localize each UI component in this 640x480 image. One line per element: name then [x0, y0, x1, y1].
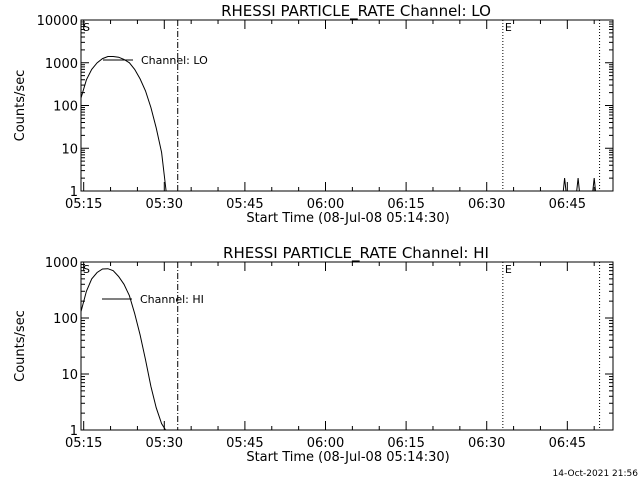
data-series-line: [80, 268, 167, 431]
y-tick-label: 100: [53, 312, 78, 327]
x-tick-label: 05:45: [226, 436, 263, 451]
data-series-line: [80, 56, 167, 192]
chart-title: RHESSI PARTICLE_RATE Channel: LO: [221, 2, 491, 21]
chart-panel-2: RHESSI PARTICLE_RATE Channel: HI 1 10 100 10…: [13, 244, 614, 465]
x-tick-label: 06:45: [549, 436, 586, 451]
y-tick-label: 1000: [45, 57, 78, 72]
x-tick-label: 06:30: [468, 436, 505, 451]
x-tick-label: 06:00: [307, 197, 344, 212]
y-axis-label: Counts/sec: [13, 310, 28, 382]
legend-label: Channel: HI: [140, 293, 204, 306]
x-tick-label: 05:30: [146, 197, 183, 212]
x-axis-label: Start Time (08-Jul-08 05:14:30): [246, 211, 449, 226]
chart-title: RHESSI PARTICLE_RATE Channel: HI: [223, 244, 489, 263]
x-tick-label: 05:30: [146, 436, 183, 451]
event-marker-label: E: [505, 263, 512, 276]
generated-timestamp: 14-Oct-2021 21:56: [553, 469, 639, 479]
x-tick-label: 06:30: [468, 197, 505, 212]
legend-label: Channel: LO: [141, 54, 208, 67]
event-marker-label: S: [83, 21, 90, 34]
event-marker-label: S: [83, 263, 90, 276]
plot-frame: [80, 19, 614, 192]
y-tick-label: 1: [70, 424, 78, 439]
y-axis-label: Counts/sec: [13, 70, 28, 142]
x-tick-label: 06:15: [387, 197, 424, 212]
y-tick-label: 100: [53, 100, 78, 115]
y-tick-label: 1000: [45, 256, 78, 271]
plot-frame: [80, 261, 614, 431]
x-tick-label: 06:45: [549, 197, 586, 212]
x-tick-label: 06:15: [387, 436, 424, 451]
x-tick-label: 05:45: [226, 197, 263, 212]
event-marker-label: E: [505, 21, 512, 34]
x-tick-label: 05:15: [65, 197, 102, 212]
x-tick-label: 05:15: [65, 436, 102, 451]
y-tick-label: 10000: [37, 14, 78, 29]
chart-panel-1: RHESSI PARTICLE_RATE Channel: LO 1 10 100 10…: [13, 2, 614, 226]
data-series-line: [562, 178, 596, 192]
x-tick-label: 06:00: [307, 436, 344, 451]
y-tick-label: 1: [70, 185, 78, 200]
y-tick-label: 10: [61, 368, 78, 383]
y-tick-label: 10: [61, 142, 78, 157]
x-axis-label: Start Time (08-Jul-08 05:14:30): [246, 450, 449, 465]
